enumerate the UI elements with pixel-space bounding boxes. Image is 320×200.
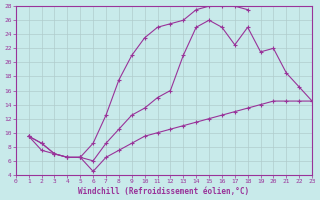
X-axis label: Windchill (Refroidissement éolien,°C): Windchill (Refroidissement éolien,°C): [78, 187, 250, 196]
